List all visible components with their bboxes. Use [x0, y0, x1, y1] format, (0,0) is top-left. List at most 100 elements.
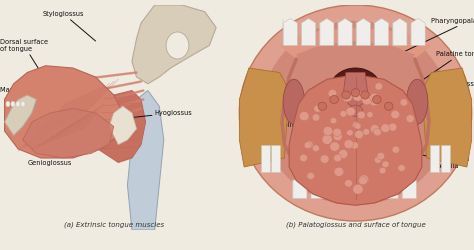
Circle shape — [342, 92, 352, 102]
Polygon shape — [128, 90, 164, 230]
Polygon shape — [132, 5, 216, 84]
Text: Palatine tonsil: Palatine tonsil — [417, 52, 474, 84]
Circle shape — [322, 134, 332, 144]
Text: Hyoglossus: Hyoglossus — [132, 110, 192, 118]
Circle shape — [400, 99, 408, 106]
Circle shape — [346, 107, 356, 116]
Polygon shape — [280, 28, 431, 66]
Circle shape — [305, 141, 313, 148]
Circle shape — [330, 142, 340, 151]
Circle shape — [351, 89, 360, 97]
Circle shape — [374, 128, 381, 136]
Text: Valate
papilla: Valate papilla — [275, 100, 327, 128]
Polygon shape — [5, 66, 123, 158]
Ellipse shape — [21, 101, 25, 107]
Circle shape — [377, 152, 385, 160]
Text: Fungiform
papilla: Fungiform papilla — [398, 149, 470, 169]
Ellipse shape — [11, 101, 15, 107]
Text: Mandible bone: Mandible bone — [0, 88, 49, 104]
Polygon shape — [344, 72, 367, 108]
Ellipse shape — [166, 32, 189, 59]
Text: Dorsal surface
of tongue: Dorsal surface of tongue — [0, 39, 48, 72]
Circle shape — [406, 115, 414, 122]
Circle shape — [351, 142, 358, 149]
Circle shape — [307, 172, 314, 180]
Circle shape — [353, 184, 363, 194]
Polygon shape — [356, 18, 370, 46]
Polygon shape — [5, 95, 36, 136]
Circle shape — [370, 93, 379, 102]
Text: Palatoglossus: Palatoglossus — [419, 81, 474, 106]
Polygon shape — [292, 178, 307, 199]
Polygon shape — [365, 178, 380, 199]
Polygon shape — [329, 178, 343, 199]
Polygon shape — [289, 75, 422, 205]
Polygon shape — [411, 18, 425, 46]
Circle shape — [372, 99, 379, 105]
Circle shape — [330, 96, 338, 104]
Circle shape — [374, 156, 382, 163]
Polygon shape — [422, 68, 472, 167]
Circle shape — [370, 98, 378, 106]
Circle shape — [352, 122, 359, 128]
Text: Styloglossus: Styloglossus — [43, 11, 96, 41]
Polygon shape — [283, 18, 298, 46]
Circle shape — [330, 118, 337, 124]
Polygon shape — [384, 178, 398, 199]
Circle shape — [379, 167, 386, 174]
Text: Genioglossus: Genioglossus — [27, 140, 72, 166]
Polygon shape — [109, 106, 137, 144]
Circle shape — [359, 175, 369, 184]
Polygon shape — [311, 178, 325, 199]
Circle shape — [363, 129, 370, 135]
Polygon shape — [239, 68, 289, 167]
Circle shape — [373, 96, 381, 104]
Polygon shape — [338, 18, 352, 46]
Ellipse shape — [348, 105, 363, 117]
Circle shape — [344, 140, 354, 148]
Circle shape — [300, 154, 308, 162]
Circle shape — [340, 110, 347, 117]
Circle shape — [338, 150, 348, 158]
Circle shape — [318, 102, 327, 110]
Circle shape — [362, 95, 372, 105]
Circle shape — [333, 132, 342, 141]
Ellipse shape — [261, 21, 450, 205]
Circle shape — [359, 176, 367, 185]
Circle shape — [345, 180, 353, 187]
Circle shape — [372, 95, 380, 103]
Circle shape — [333, 128, 341, 136]
Circle shape — [392, 146, 400, 153]
Circle shape — [367, 112, 373, 117]
Circle shape — [312, 145, 319, 152]
Circle shape — [384, 102, 393, 110]
Circle shape — [382, 161, 389, 168]
Polygon shape — [347, 178, 362, 199]
Circle shape — [381, 124, 390, 132]
Circle shape — [346, 130, 353, 136]
Circle shape — [357, 111, 365, 119]
Ellipse shape — [406, 79, 428, 124]
Polygon shape — [319, 18, 334, 46]
Polygon shape — [91, 90, 146, 162]
Polygon shape — [402, 178, 416, 199]
Circle shape — [312, 114, 320, 121]
Ellipse shape — [16, 101, 20, 107]
Circle shape — [353, 91, 363, 101]
Ellipse shape — [6, 101, 10, 107]
Ellipse shape — [283, 79, 304, 124]
Ellipse shape — [239, 5, 472, 221]
Polygon shape — [296, 41, 415, 75]
Polygon shape — [430, 144, 439, 172]
Text: (a) Extrinsic tongue muscles: (a) Extrinsic tongue muscles — [64, 221, 164, 228]
Polygon shape — [392, 18, 407, 46]
Polygon shape — [374, 18, 389, 46]
Circle shape — [355, 130, 364, 139]
Text: (b) Palatoglossus and surface of tongue: (b) Palatoglossus and surface of tongue — [286, 221, 425, 228]
Circle shape — [299, 112, 309, 121]
Polygon shape — [271, 144, 280, 172]
Polygon shape — [441, 144, 450, 172]
Circle shape — [320, 155, 329, 163]
Circle shape — [334, 154, 342, 162]
Circle shape — [342, 91, 350, 99]
